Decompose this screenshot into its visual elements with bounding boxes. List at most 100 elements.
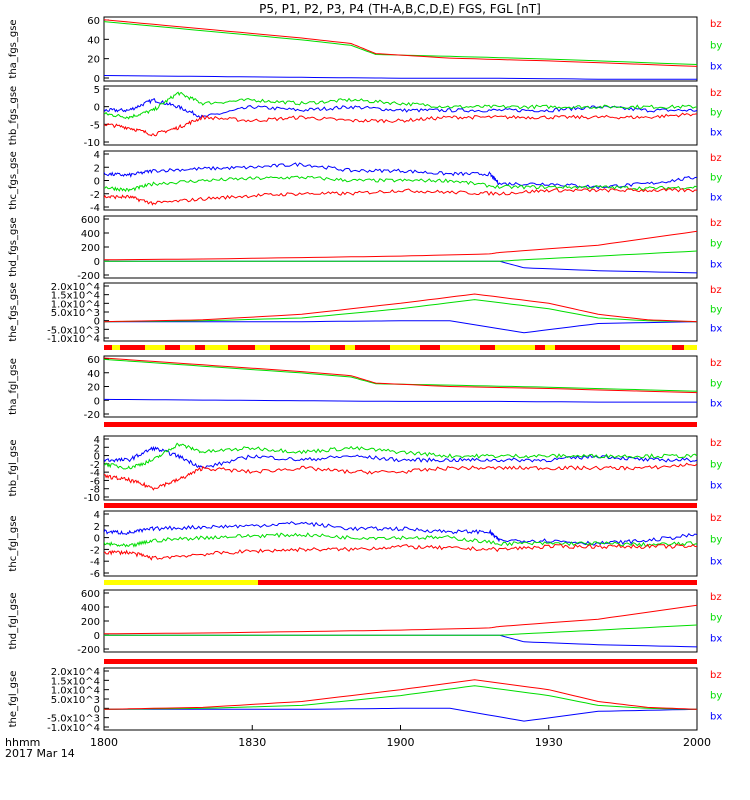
series-bx-line: [104, 521, 697, 546]
panel-thb_fgl_gse: 420-2-4-6-8-10 thb_fgl_gse bz by bx: [8, 435, 722, 504]
series-bz-line: [104, 679, 697, 710]
y-tick-label: -5: [90, 120, 100, 131]
legend-bx: bx: [710, 399, 722, 410]
series-bz-line: [104, 604, 697, 635]
y-tick-label: -20: [84, 410, 100, 421]
flag-segment: [355, 345, 390, 350]
y-axis-label: the_fgl_gse: [8, 671, 19, 728]
quality-flag-bar: [104, 422, 697, 427]
flag-segment: [270, 345, 310, 350]
quality-flag-bar: [104, 659, 697, 664]
panel-thb_fgs_gse: 5 0 -5 -10 thb_fgs_gse bz by bx: [8, 85, 722, 149]
series-by-line: [104, 91, 697, 120]
quality-flag-bar: [104, 345, 697, 350]
panel-frame: [103, 589, 698, 653]
y-axis-label: thd_fgl_gse: [8, 593, 19, 650]
legend-bz: bz: [710, 19, 722, 30]
y-tick-label: 0: [94, 704, 100, 715]
y-tick-label: 40: [87, 369, 100, 380]
y-tick-label: 600: [81, 215, 100, 226]
flag-segment: [120, 345, 145, 350]
flag-segment: [104, 580, 258, 585]
flag-segment: [165, 345, 180, 350]
y-tick-label: 2: [94, 163, 100, 174]
panel-frame: [103, 150, 698, 211]
legend-bx: bx: [710, 324, 722, 335]
y-tick-label: 400: [81, 229, 100, 240]
y-axis-label: tha_fgs_gse: [8, 19, 19, 78]
legend-bz: bz: [710, 88, 722, 99]
y-tick-label: 2: [94, 443, 100, 454]
y-tick-label: 1.5x10^4: [51, 676, 100, 687]
legend-by: by: [710, 173, 722, 184]
flag-segment: [480, 345, 495, 350]
series-by-line: [104, 21, 697, 65]
series-bx-line: [104, 707, 697, 722]
panel-tha_fgl_gse: 60 40 20 0 -20 tha_fgl_gse bz by bx: [8, 355, 722, 421]
x-axis-label-date: 2017 Mar 14: [5, 747, 75, 760]
y-axis-label: thc_fgs_gse: [8, 151, 19, 210]
flag-segment: [330, 345, 345, 350]
y-tick-label: 5.0x10^3: [51, 695, 100, 706]
legend-bx: bx: [710, 633, 722, 644]
y-tick-label: -6: [90, 476, 100, 487]
y-tick-label: -200: [77, 645, 100, 656]
y-tick-label: 1.0x10^4: [51, 299, 100, 310]
y-tick-label: 0: [94, 631, 100, 642]
x-tick-label: 1830: [238, 736, 266, 749]
series-by-line: [104, 532, 697, 548]
y-tick-label: 2: [94, 522, 100, 533]
y-tick-label: -2: [90, 545, 100, 556]
legend-by: by: [710, 691, 722, 702]
series-by-line: [104, 175, 697, 193]
y-tick-label: 200: [81, 617, 100, 628]
y-tick-label: 1.5x10^4: [51, 291, 100, 302]
legend-bx: bx: [710, 62, 722, 73]
y-tick-label: 0: [94, 534, 100, 545]
quality-flag-bar: [104, 580, 697, 585]
y-tick-label: 60: [87, 16, 100, 27]
y-tick-label: -10: [84, 493, 100, 504]
series-bz-line: [104, 357, 697, 394]
flag-segment: [104, 503, 697, 508]
chart-title: P5, P1, P2, P3, P4 (TH-A,B,C,D,E) FGS, F…: [259, 2, 541, 16]
panel-frame: [103, 85, 698, 146]
x-tick-label: 1930: [535, 736, 563, 749]
y-tick-label: -2: [90, 460, 100, 471]
legend-by: by: [710, 304, 722, 315]
series-bx-line: [104, 445, 697, 469]
flag-segment: [672, 345, 684, 350]
y-tick-label: -5.0x10^3: [47, 325, 100, 336]
legend-bz: bz: [710, 358, 722, 369]
flag-segment: [535, 345, 545, 350]
y-tick-label: -1.0x10^4: [47, 334, 100, 345]
flag-segment: [104, 345, 697, 350]
y-tick-label: -2: [90, 190, 100, 201]
flag-segment: [195, 345, 205, 350]
y-tick-label: 20: [87, 383, 100, 394]
x-tick-label: 2000: [683, 736, 711, 749]
series-bx-line: [104, 98, 697, 118]
series-by-line: [104, 685, 697, 710]
legend-bz: bz: [710, 513, 722, 524]
legend-by: by: [710, 40, 722, 51]
y-tick-label: -200: [77, 271, 100, 282]
y-tick-label: -4: [90, 203, 100, 214]
y-tick-label: 0: [94, 257, 100, 268]
y-tick-label: 0: [94, 317, 100, 328]
series-bx-line: [104, 260, 697, 274]
legend-by: by: [710, 108, 722, 119]
x-tick-label: 1900: [387, 736, 415, 749]
panel-frame: [103, 667, 698, 731]
legend-by: by: [710, 535, 722, 546]
series-bz-line: [104, 188, 697, 206]
panel-frame: [103, 435, 698, 501]
y-tick-label: 1.0x10^4: [51, 686, 100, 697]
legend-bx: bx: [710, 556, 722, 567]
y-axis-label: thb_fgs_gse: [8, 86, 19, 145]
y-tick-label: 0: [94, 452, 100, 463]
y-tick-label: 600: [81, 589, 100, 600]
panel-thc_fgs_gse: 4 2 0 -2 -4 thc_fgs_gse bz by bx: [8, 150, 722, 214]
series-by-line: [104, 299, 697, 323]
legend-bx: bx: [710, 259, 722, 270]
